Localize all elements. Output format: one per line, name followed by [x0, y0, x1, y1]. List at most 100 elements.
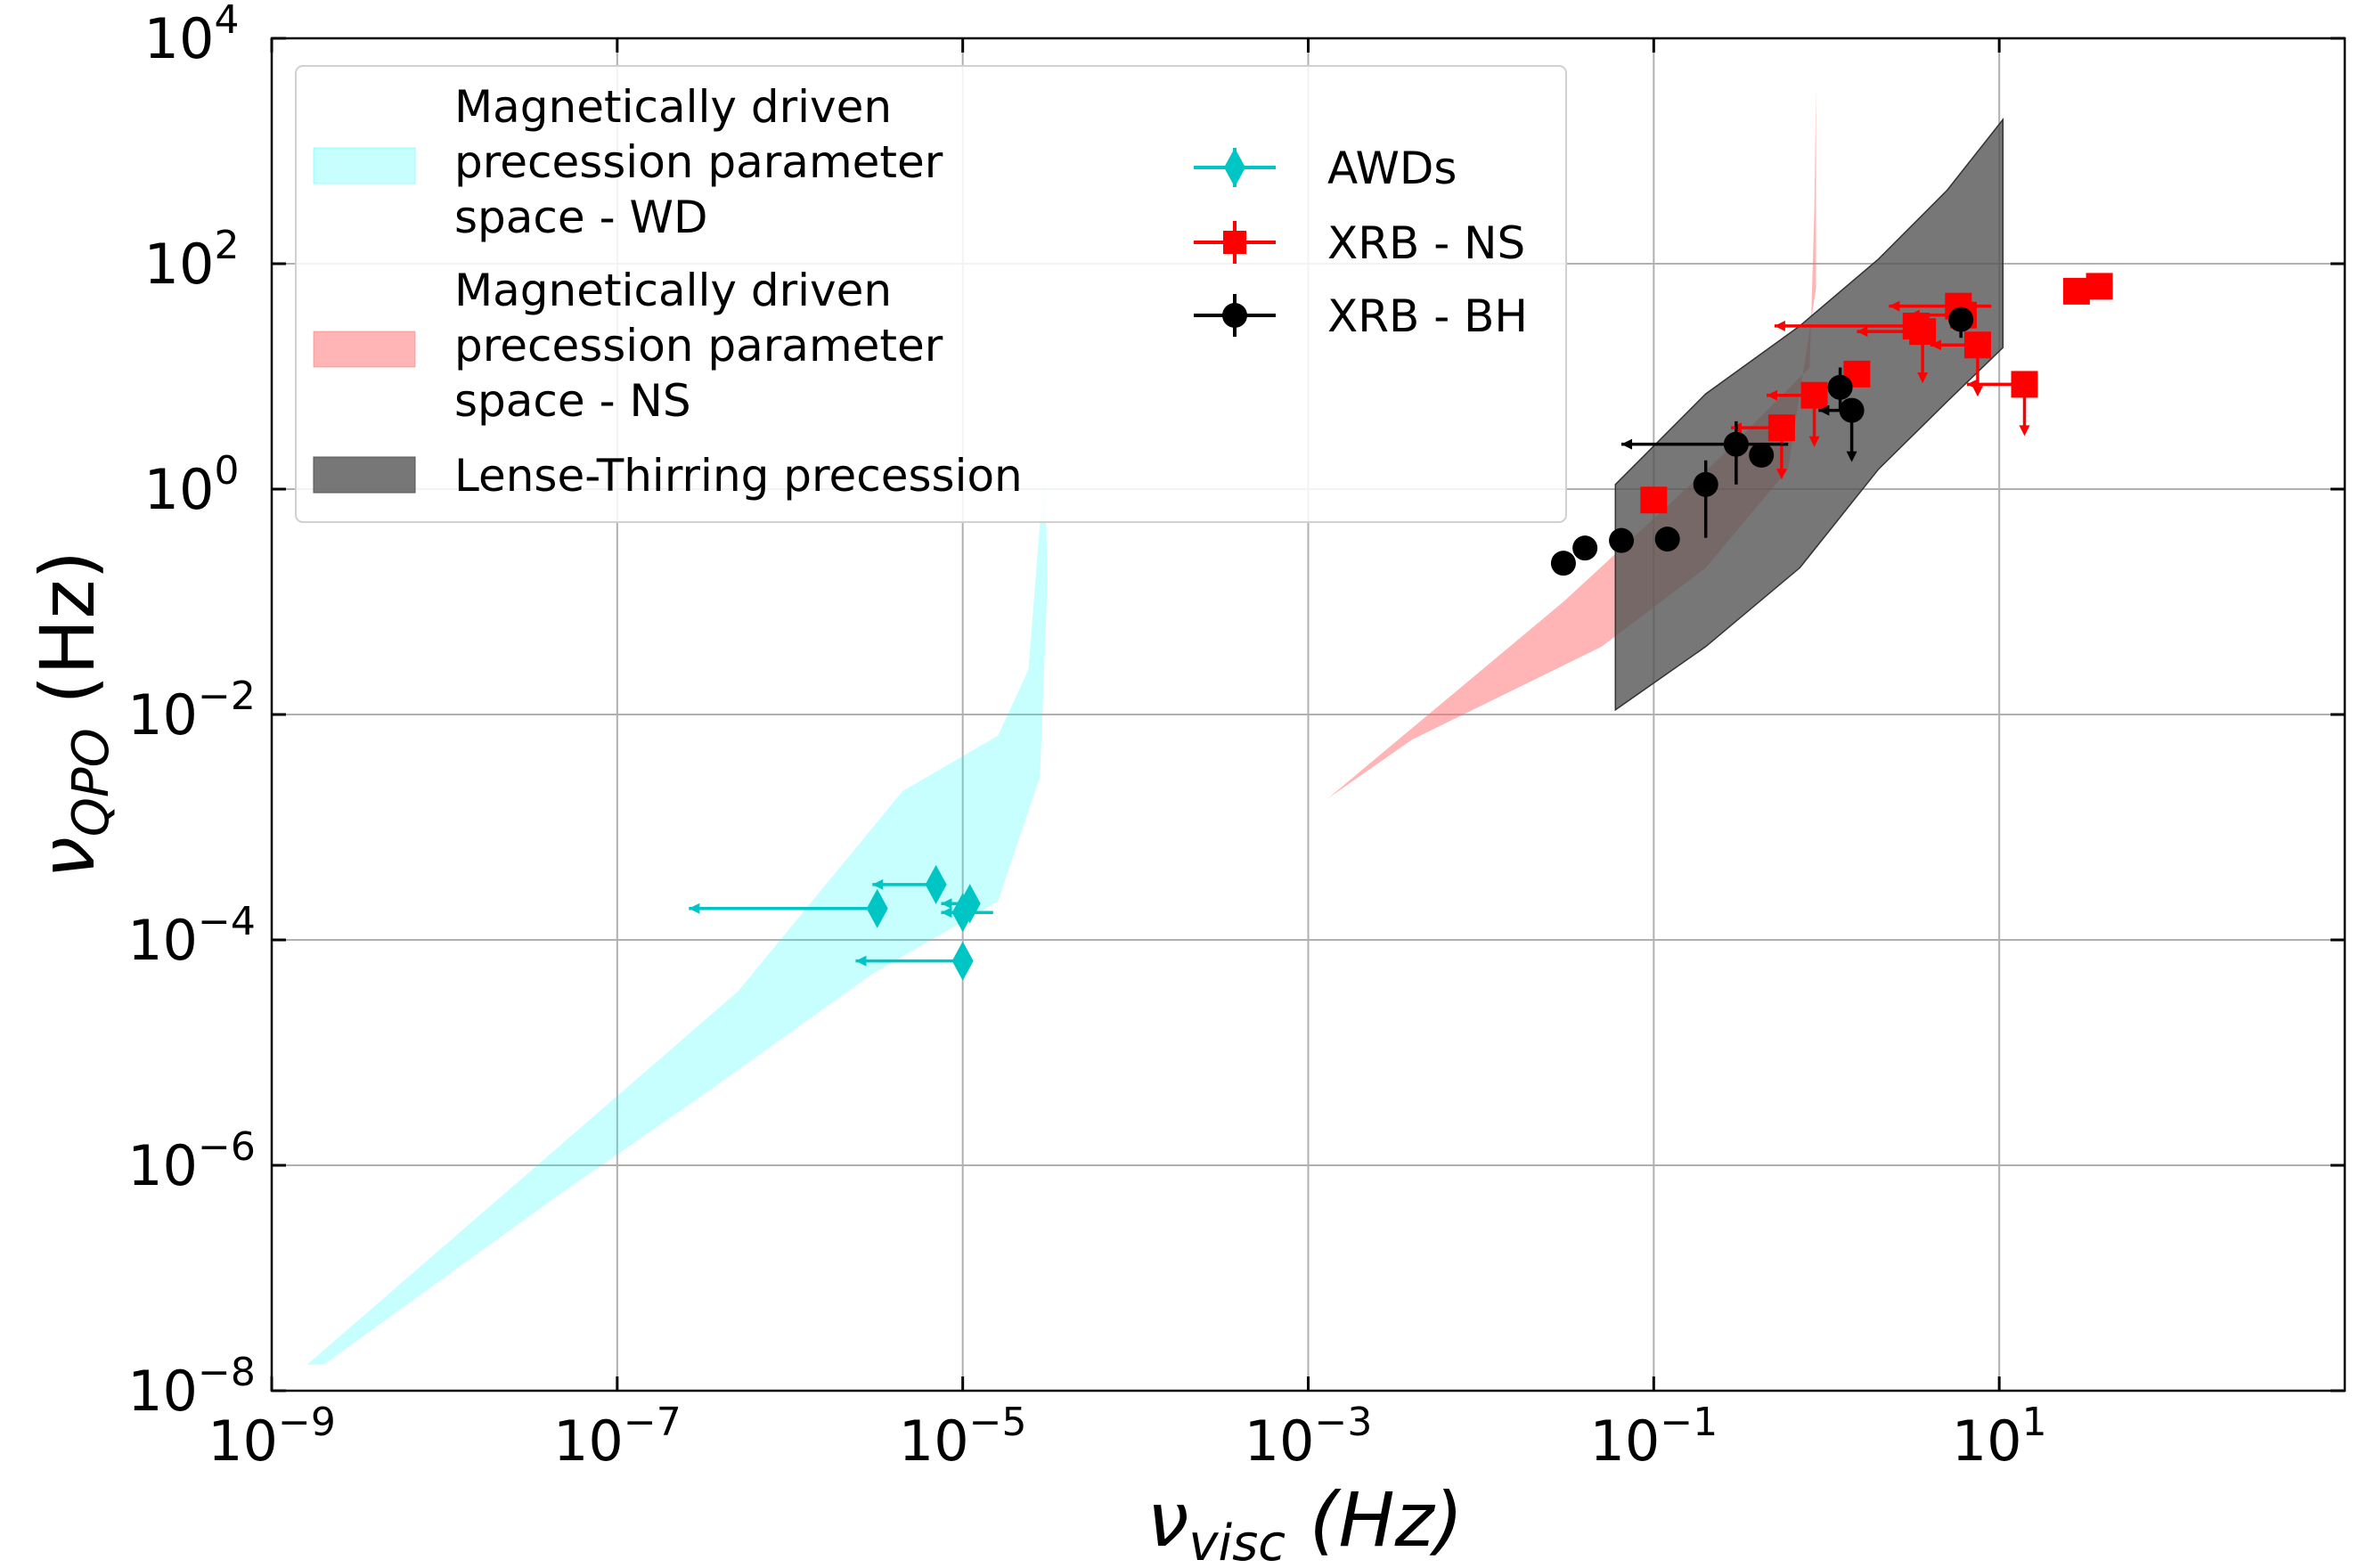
marker-square [1909, 318, 1937, 346]
marker-square [2011, 371, 2038, 398]
marker-square [1963, 331, 1991, 359]
x-tick-label: 10−9 [208, 1400, 336, 1474]
arrow-left [689, 902, 700, 914]
data-point-awd [855, 941, 974, 981]
axis-titles: νvisc (Hz) νQPO (Hz) [24, 551, 1464, 1568]
legend-frame [295, 65, 1567, 523]
legend-marker-bh [1194, 294, 1276, 337]
marker-circle [1693, 471, 1718, 497]
marker-diamond [925, 864, 947, 904]
legend-marker-awd [1194, 148, 1276, 187]
legend-label-ns-band: Magnetically driven precession parameter… [454, 265, 957, 427]
marker-circle [1723, 431, 1749, 457]
data-point-awd [941, 893, 993, 933]
y-axis-title: νQPO (Hz) [24, 551, 120, 878]
data-point-awd [872, 864, 947, 904]
y-tick-label: 102 [144, 223, 240, 297]
y-tick-label: 10−4 [127, 899, 256, 973]
marker-circle [1827, 374, 1853, 400]
marker-square [2086, 273, 2113, 300]
data-point-bh [1827, 367, 1853, 411]
data-point-bh [1693, 460, 1718, 538]
x-tick-label: 10−3 [1245, 1400, 1373, 1474]
marker-square [2062, 277, 2090, 305]
data-point-bh [1818, 397, 1865, 462]
data-point-ns [1731, 414, 1795, 480]
y-tick-label: 100 [144, 448, 240, 522]
y-tick-label: 104 [144, 0, 240, 71]
marker-circle [1572, 535, 1598, 561]
data-point-bh [1749, 442, 1775, 468]
arrow-left [1908, 309, 1920, 321]
y-tick-label: 10−2 [127, 674, 256, 747]
data-point-ns [1767, 381, 1828, 447]
arrow-left [1774, 320, 1785, 331]
marker-circle [1839, 397, 1865, 423]
data-point-bh [1621, 421, 1789, 485]
data-point-bh [1948, 306, 1974, 339]
marker-circle [1609, 527, 1635, 553]
data-point-awd [941, 884, 981, 924]
arrow-left [1767, 389, 1778, 401]
arrow-down [1917, 372, 1929, 384]
data-point-ns [2062, 277, 2090, 305]
marker-square [1640, 486, 1668, 514]
x-tick-label: 101 [1952, 1400, 2047, 1474]
legend-marker-ns [1194, 221, 1276, 264]
marker-diamond [866, 888, 888, 928]
legend-swatch-ns-band [313, 331, 416, 368]
arrow-left [1818, 404, 1830, 416]
data-series [689, 273, 2113, 981]
arrow-down [2019, 425, 2030, 437]
data-point-ns [1857, 318, 1937, 384]
legend-swatch-wd [313, 147, 416, 184]
arrow-left [855, 955, 867, 967]
arrow-left [941, 898, 952, 910]
y-tick-label: 10−8 [127, 1350, 256, 1424]
arrow-left [872, 878, 884, 890]
legend-label-ns: XRB - NS [1327, 217, 1525, 269]
band-wd [306, 480, 1048, 1365]
marker-square [1800, 381, 1828, 409]
arrow-left [1930, 339, 1941, 351]
marker-circle [1654, 527, 1680, 552]
arrow-down [1971, 386, 1983, 397]
data-point-awd [689, 888, 888, 928]
band-ns [1327, 89, 1816, 799]
data-point-bh [1609, 527, 1635, 553]
arrow-down [1775, 469, 1787, 480]
legend-label-bh: XRB - BH [1327, 290, 1528, 342]
arrow-down [1808, 436, 1820, 447]
data-point-ns [1640, 486, 1668, 514]
arrow-left [1889, 300, 1900, 312]
marker-circle [1550, 551, 1576, 576]
legend-label-lt-band: Lense-Thirring precession [454, 450, 1023, 502]
marker-diamond [951, 893, 974, 933]
y-tick-label: 10−6 [127, 1124, 256, 1198]
x-axis-title: νvisc (Hz) [1147, 1476, 1463, 1568]
arrow-left [941, 907, 952, 919]
marker-square [1767, 414, 1795, 442]
x-tick-label: 10−5 [899, 1400, 1027, 1474]
arrow-left [1621, 438, 1633, 450]
data-point-bh [1654, 527, 1680, 552]
marker-circle [1948, 306, 1974, 332]
marker-diamond [959, 884, 981, 924]
legend: Magnetically driven precession parameter… [295, 65, 1567, 523]
arrow-left [1857, 326, 1868, 338]
marker-diamond [951, 941, 974, 981]
data-point-bh [1572, 535, 1598, 561]
arrow-down [1846, 451, 1857, 462]
arrow-left [1966, 379, 1978, 390]
legend-swatch-lt-band [313, 456, 416, 494]
data-point-bh [1550, 551, 1576, 576]
data-point-ns [2086, 273, 2113, 300]
ticks: 10−9 10−7 10−5 10−3 10−1 101 10−8 10−6 10−4 10−2 1… [127, 0, 2345, 1474]
data-point-ns [1966, 371, 2038, 437]
marker-circle [1749, 442, 1775, 468]
x-tick-label: 10−7 [553, 1400, 682, 1474]
x-tick-label: 10−1 [1589, 1400, 1718, 1474]
legend-label-wd: Magnetically driven precession parameter… [454, 81, 957, 243]
legend-label-awd: AWDs [1327, 143, 1457, 194]
